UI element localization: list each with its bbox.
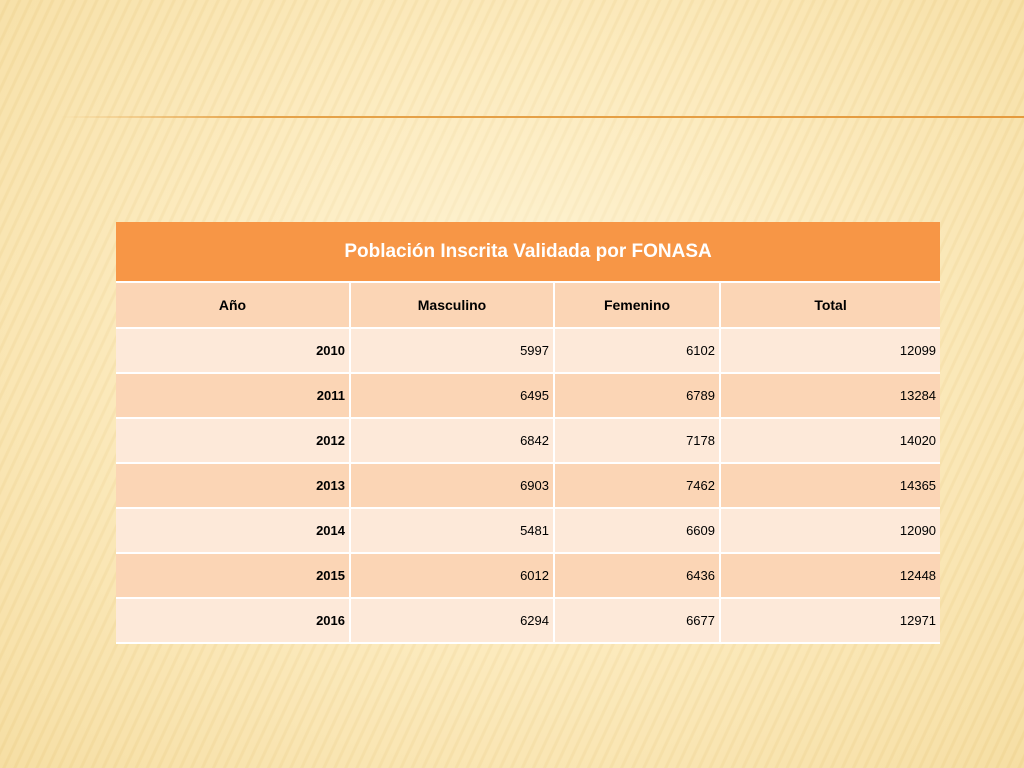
table-row: 2010 5997 6102 12099	[116, 328, 941, 374]
table-title: Población Inscrita Validada por FONASA	[116, 222, 941, 283]
total-cell: 12448	[720, 553, 941, 599]
year-cell: 2012	[116, 418, 351, 464]
table-row: 2011 6495 6789 13284	[116, 373, 941, 419]
year-cell: 2016	[116, 598, 351, 644]
female-cell: 6677	[554, 598, 721, 644]
table-row: 2015 6012 6436 12448	[116, 553, 941, 599]
male-cell: 5997	[350, 328, 555, 374]
column-header-male: Masculino	[350, 282, 555, 329]
title-row: Población Inscrita Validada por FONASA	[116, 222, 941, 283]
male-cell: 6495	[350, 373, 555, 419]
total-cell: 12971	[720, 598, 941, 644]
table-row: 2012 6842 7178 14020	[116, 418, 941, 464]
female-cell: 6436	[554, 553, 721, 599]
total-cell: 12099	[720, 328, 941, 374]
table-row: 2013 6903 7462 14365	[116, 463, 941, 509]
year-cell: 2011	[116, 373, 351, 419]
table-row: 2014 5481 6609 12090	[116, 508, 941, 554]
year-cell: 2013	[116, 463, 351, 509]
year-cell: 2010	[116, 328, 351, 374]
total-cell: 14365	[720, 463, 941, 509]
total-cell: 14020	[720, 418, 941, 464]
column-header-year: Año	[116, 282, 351, 329]
male-cell: 6012	[350, 553, 555, 599]
female-cell: 7178	[554, 418, 721, 464]
header-row: Año Masculino Femenino Total	[116, 282, 941, 329]
year-cell: 2015	[116, 553, 351, 599]
column-header-total: Total	[720, 282, 941, 329]
total-cell: 12090	[720, 508, 941, 554]
accent-rule	[60, 116, 1024, 118]
female-cell: 6102	[554, 328, 721, 374]
male-cell: 5481	[350, 508, 555, 554]
male-cell: 6842	[350, 418, 555, 464]
male-cell: 6294	[350, 598, 555, 644]
total-cell: 13284	[720, 373, 941, 419]
table-row: 2016 6294 6677 12971	[116, 598, 941, 644]
table-container: Población Inscrita Validada por FONASA A…	[116, 222, 941, 644]
female-cell: 6609	[554, 508, 721, 554]
male-cell: 6903	[350, 463, 555, 509]
female-cell: 6789	[554, 373, 721, 419]
female-cell: 7462	[554, 463, 721, 509]
column-header-female: Femenino	[554, 282, 721, 329]
fonasa-table: Población Inscrita Validada por FONASA A…	[116, 222, 941, 644]
year-cell: 2014	[116, 508, 351, 554]
